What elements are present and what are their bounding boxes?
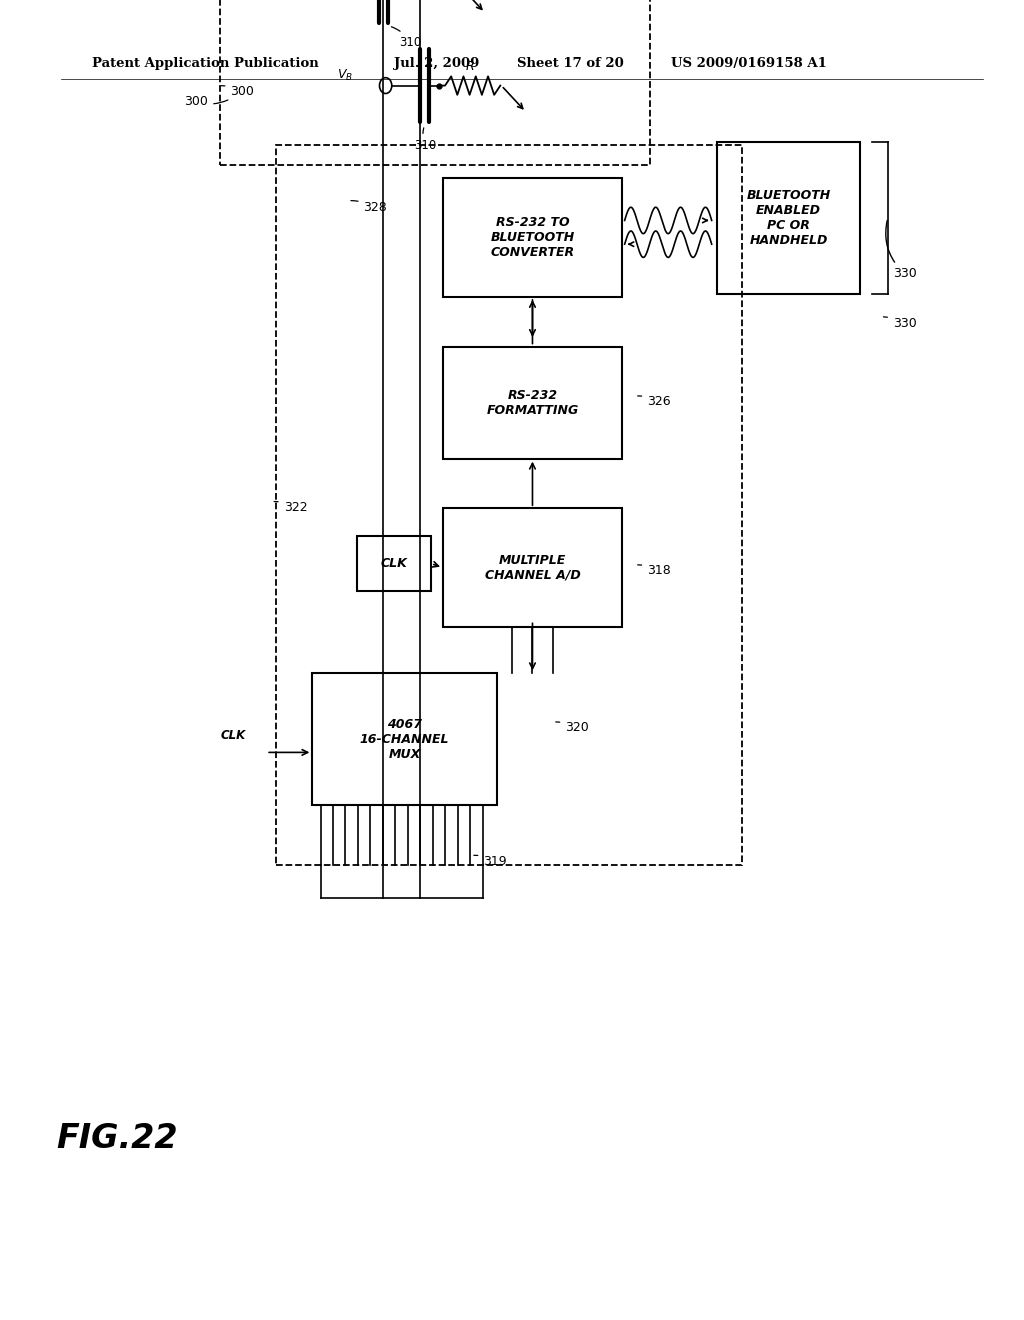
Text: 326: 326 bbox=[638, 395, 671, 408]
Bar bbox=[442, 178, 622, 297]
Bar bbox=[312, 673, 497, 805]
Text: Jul. 2, 2009: Jul. 2, 2009 bbox=[394, 57, 479, 70]
Text: $V_B$: $V_B$ bbox=[337, 67, 353, 83]
Text: RS-232 TO
BLUETOOTH
CONVERTER: RS-232 TO BLUETOOTH CONVERTER bbox=[490, 216, 574, 259]
Text: FIG.22: FIG.22 bbox=[56, 1122, 178, 1155]
Text: 300: 300 bbox=[221, 84, 254, 98]
Text: CLK: CLK bbox=[220, 729, 246, 742]
Text: R: R bbox=[465, 59, 474, 73]
Bar bbox=[717, 143, 860, 294]
Text: 319: 319 bbox=[474, 854, 507, 867]
Text: BLUETOOTH
ENABLED
PC OR
HANDHELD: BLUETOOTH ENABLED PC OR HANDHELD bbox=[746, 189, 830, 247]
Text: RS-232
FORMATTING: RS-232 FORMATTING bbox=[486, 388, 579, 417]
Text: 310: 310 bbox=[415, 128, 436, 152]
Text: 310: 310 bbox=[391, 26, 421, 49]
Text: 318: 318 bbox=[638, 564, 671, 577]
Text: 330: 330 bbox=[886, 220, 916, 280]
Bar bbox=[357, 536, 431, 591]
Text: 300: 300 bbox=[184, 95, 228, 108]
Text: US 2009/0169158 A1: US 2009/0169158 A1 bbox=[671, 57, 826, 70]
Text: 320: 320 bbox=[556, 721, 589, 734]
Text: Patent Application Publication: Patent Application Publication bbox=[92, 57, 318, 70]
Bar bbox=[220, 0, 650, 165]
Text: 330: 330 bbox=[884, 317, 916, 330]
Text: MULTIPLE
CHANNEL A/D: MULTIPLE CHANNEL A/D bbox=[484, 553, 581, 582]
Text: CLK: CLK bbox=[381, 557, 408, 570]
Bar bbox=[276, 145, 742, 865]
Text: Sheet 17 of 20: Sheet 17 of 20 bbox=[517, 57, 624, 70]
Text: 328: 328 bbox=[351, 201, 387, 214]
Text: 4067
16-CHANNEL
MUX: 4067 16-CHANNEL MUX bbox=[359, 718, 450, 760]
Bar bbox=[442, 347, 622, 459]
Bar bbox=[442, 508, 622, 627]
Text: 322: 322 bbox=[274, 500, 307, 513]
